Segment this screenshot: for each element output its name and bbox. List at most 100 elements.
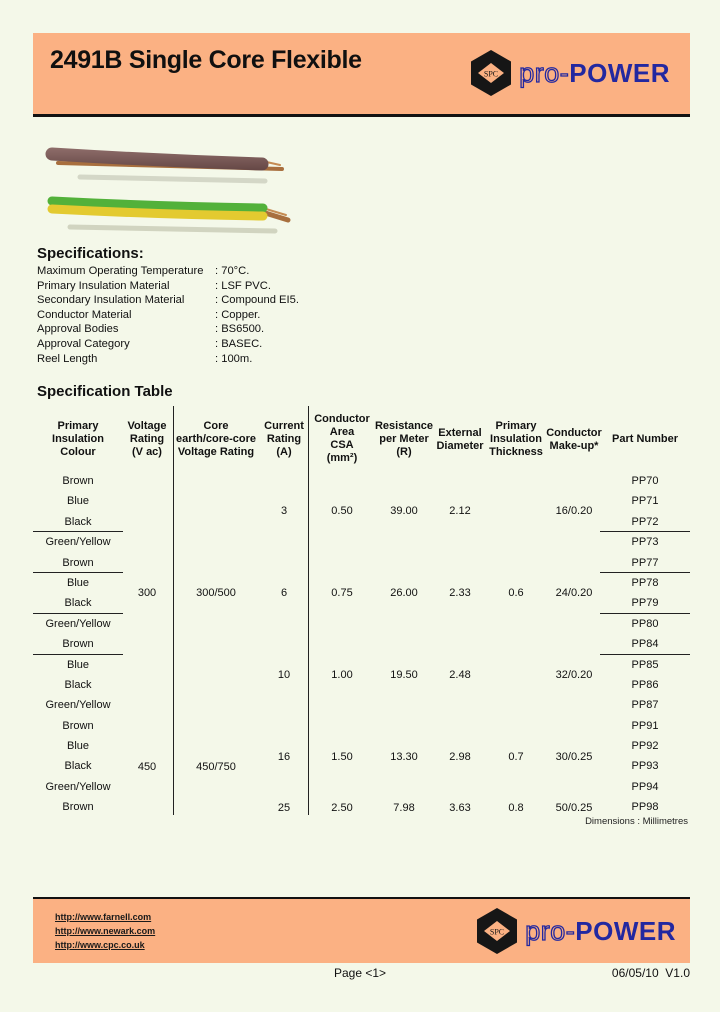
- table-row-part: PP72: [600, 512, 690, 533]
- cable-photos: [30, 138, 300, 243]
- footer-bar: http://www.farnell.com http://www.newark…: [33, 899, 690, 963]
- cell-diameter: 2.48: [449, 669, 471, 681]
- spec-value: : LSF PVC.: [215, 279, 271, 292]
- spec-label: Primary Insulation Material: [37, 279, 170, 292]
- table-row-part: PP84: [600, 634, 690, 655]
- table-row-colour: Black: [64, 760, 92, 773]
- column-header-primary-insulation-colour: Primary Insulation Colour: [52, 420, 104, 458]
- table-row-part: PP98: [631, 801, 659, 814]
- table-row-part: PP80: [631, 617, 659, 630]
- table-row-part: PP92: [631, 740, 659, 753]
- cell-voltage-rating: 450: [137, 761, 157, 773]
- table-row-colour: Blue: [66, 495, 90, 508]
- cell-current-rating: 16: [277, 751, 291, 763]
- table-row-part: PP70: [631, 475, 659, 487]
- cell-conductor-area: 0.50: [331, 505, 353, 517]
- table-row-colour: Green/Yellow: [45, 536, 111, 549]
- pro-power-logo-footer: SPC pro- POWER: [477, 908, 676, 954]
- table-row-part: PP87: [631, 699, 659, 712]
- cell-resistance: 13.30: [390, 751, 418, 763]
- table-row-colour: Black: [33, 593, 123, 614]
- brand-text: pro- POWER: [519, 57, 670, 89]
- table-row-colour: Green/Yellow: [45, 617, 111, 630]
- spc-logo-text: SPC: [490, 928, 504, 937]
- dimensions-note: Dimensions : Millimetres: [585, 816, 688, 827]
- cell-thickness: 0.8: [508, 802, 524, 814]
- table-row-part: PP73: [631, 536, 659, 549]
- table-row-colour: Green/Yellow: [45, 699, 111, 712]
- newark-link[interactable]: http://www.newark.com: [55, 926, 156, 936]
- spc-logo-text: SPC: [484, 70, 498, 79]
- specifications-heading: Specifications:: [37, 245, 144, 262]
- table-row-colour: Brown: [62, 475, 94, 487]
- table-row-part: PP91: [631, 719, 659, 732]
- spec-value: : Compound EI5.: [215, 294, 299, 307]
- page-number: Page <1>: [333, 966, 387, 980]
- table-row-part: PP85: [631, 658, 659, 671]
- cell-current-rating: 10: [277, 669, 291, 681]
- footer-divider: [33, 897, 690, 899]
- cell-diameter: 2.98: [449, 751, 471, 763]
- table-row-part: PP86: [631, 678, 659, 691]
- spc-hexagon-icon: SPC: [471, 50, 512, 96]
- cell-make-up: 50/0.25: [555, 802, 593, 814]
- table-row-part: PP71: [631, 495, 659, 508]
- cell-current-rating: 3: [280, 505, 288, 517]
- green-yellow-wire-image: [47, 196, 291, 234]
- part-number-column: PP70 PP71 PP72 PP73 PP77 PP78 PP79 PP80 …: [600, 471, 690, 818]
- spec-label: Maximum Operating Temperature: [37, 265, 204, 277]
- cell-make-up: 16/0.20: [555, 505, 593, 517]
- spec-label: Conductor Material: [37, 308, 132, 321]
- page-title: 2491B Single Core Flexible: [50, 46, 362, 74]
- table-row-colour: Brown: [33, 553, 123, 573]
- table-vertical-divider: [173, 406, 174, 815]
- colour-column: Brown Blue Black Green/Yellow Brown Blue…: [33, 471, 123, 818]
- table-row-colour: Blue: [66, 658, 90, 671]
- spec-value: : BASEC.: [215, 337, 263, 350]
- table-row-colour: Black: [64, 678, 92, 691]
- spec-label: Approval Category: [37, 337, 130, 350]
- pro-power-logo: SPC pro- POWER: [471, 50, 670, 96]
- spec-item: Primary Insulation Material : LSF PVC.: [37, 279, 299, 294]
- farnell-link[interactable]: http://www.farnell.com: [55, 912, 152, 922]
- spec-value: : 100m.: [215, 352, 253, 365]
- spec-label: Reel Length: [37, 352, 98, 365]
- cell-current-rating: 6: [280, 587, 288, 599]
- table-row-part: PP93: [631, 760, 659, 773]
- column-header-conductor-make-up: Conductor Make-up*: [546, 427, 602, 452]
- table-row-colour: Brown: [62, 801, 94, 814]
- spec-item: Maximum Operating Temperature : 70°C.: [37, 264, 299, 279]
- cell-make-up: 30/0.25: [555, 751, 593, 763]
- spec-value: : 70°C.: [215, 265, 250, 277]
- cell-make-up: 24/0.20: [555, 587, 593, 599]
- cell-conductor-area: 2.50: [331, 802, 353, 814]
- table-row-part: PP79: [600, 593, 690, 614]
- brand-pro-label: pro-: [519, 57, 570, 88]
- cell-diameter: 3.63: [449, 802, 471, 814]
- spec-label: Approval Bodies: [37, 323, 119, 336]
- spec-value: : BS6500.: [215, 323, 265, 336]
- spec-item: Approval Category : BASEC.: [37, 337, 299, 352]
- table-row-part: PP78: [631, 576, 659, 589]
- spc-hexagon-icon: SPC: [477, 908, 518, 954]
- column-header-part-number: Part Number: [611, 433, 679, 445]
- brand-text: pro- POWER: [525, 915, 676, 947]
- cell-core-voltage: 450/750: [196, 761, 236, 773]
- column-header-core-voltage-rating: Core earth/core-core Voltage Rating: [175, 420, 257, 458]
- table-row-part: PP94: [631, 780, 659, 793]
- cell-core-voltage: 300/500: [196, 587, 236, 599]
- spec-item: Conductor Material: Copper.: [37, 308, 299, 323]
- spec-table-heading: Specification Table: [37, 383, 173, 400]
- cell-conductor-area: 1.50: [331, 751, 353, 763]
- cell-resistance: 19.50: [390, 669, 418, 681]
- header-bar: 2491B Single Core Flexible SPC pro- POWE…: [33, 33, 690, 117]
- table-vertical-divider: [308, 406, 309, 815]
- table-row-part: PP77: [600, 553, 690, 573]
- cell-resistance: 26.00: [390, 587, 418, 599]
- cell-current-rating: 25: [277, 802, 291, 814]
- brand-power-label: POWER: [575, 915, 676, 946]
- brown-wire-image: [45, 147, 284, 184]
- cpc-link[interactable]: http://www.cpc.co.uk: [55, 940, 145, 950]
- cell-resistance: 39.00: [390, 505, 418, 517]
